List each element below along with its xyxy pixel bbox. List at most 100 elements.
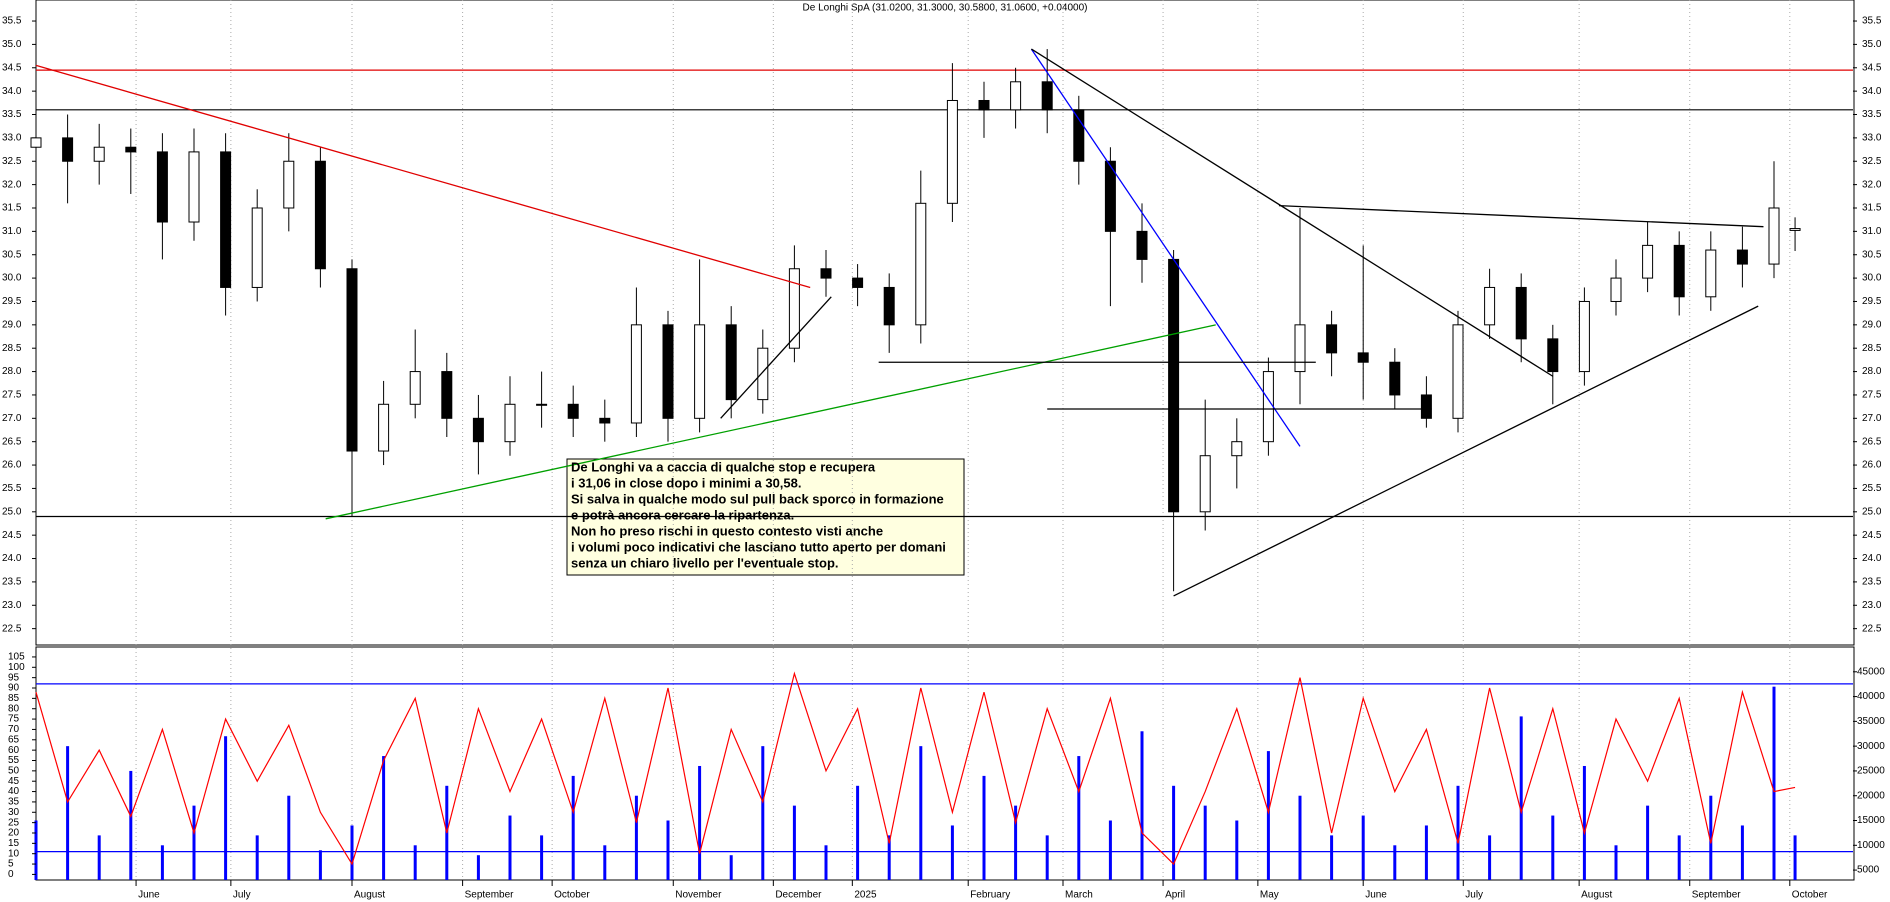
y-tick-label: 28.5 <box>1862 343 1882 354</box>
candle-body <box>1736 249 1748 265</box>
candle-body <box>251 207 263 288</box>
y-tick-label: 24.0 <box>1862 553 1882 564</box>
volume-bar <box>255 835 259 880</box>
candle-body <box>1136 230 1148 260</box>
y-tick-label: 27.0 <box>1862 413 1882 424</box>
volume-bar <box>97 835 101 880</box>
volume-bar <box>603 845 607 880</box>
volume-bar <box>1045 835 1049 880</box>
volume-bar <box>666 820 670 880</box>
volume-bar <box>698 765 702 880</box>
volume-bar <box>1614 845 1618 880</box>
y-tick-label: 29.0 <box>2 319 22 330</box>
volume-bar <box>887 835 891 880</box>
candle-body <box>1199 455 1211 513</box>
osc-tick-label: 105 <box>8 652 25 663</box>
volume-bar <box>761 746 765 880</box>
candle-body <box>1420 394 1432 419</box>
osc-tick-label: 50 <box>8 765 20 776</box>
osc-tick-label: 15 <box>8 838 20 849</box>
y-tick-label: 31.0 <box>2 226 22 237</box>
x-tick-label: June <box>1365 890 1387 901</box>
y-tick-label: 30.0 <box>1862 273 1882 284</box>
volume-bar <box>1014 805 1018 880</box>
candle-body <box>630 324 642 424</box>
y-tick-label: 23.5 <box>1862 577 1882 588</box>
y-tick-label: 32.0 <box>1862 179 1882 190</box>
candle-body <box>125 146 137 153</box>
x-tick-label: November <box>675 890 722 901</box>
y-tick-label: 26.5 <box>2 436 22 447</box>
y-tick-label: 28.0 <box>2 366 22 377</box>
x-tick-label: May <box>1260 890 1279 901</box>
candle-body <box>93 146 105 162</box>
volume-bar <box>66 746 70 880</box>
candle-body <box>441 371 453 419</box>
candle-body <box>472 417 484 443</box>
volume-bar <box>950 825 954 880</box>
annotation-line: e potrà ancora cercare la ripartenza. <box>571 508 794 523</box>
x-tick-label: April <box>1165 890 1185 901</box>
osc-tick-label: 35 <box>8 797 20 808</box>
y2-tick-label: 20000 <box>1857 790 1885 801</box>
y-tick-label: 34.5 <box>2 62 22 73</box>
y-tick-label: 33.5 <box>1862 109 1882 120</box>
y-tick-label: 35.5 <box>1862 16 1882 27</box>
candle-body <box>1010 81 1022 111</box>
volume-bar <box>1740 825 1744 880</box>
osc-tick-label: 25 <box>8 817 20 828</box>
candle-body <box>220 151 232 288</box>
volume-bar <box>982 775 986 880</box>
trendline <box>1031 48 1554 377</box>
annotation-line: senza un chiaro livello per l'eventuale … <box>571 556 839 571</box>
y-tick-label: 24.0 <box>2 553 22 564</box>
y-tick-label: 31.0 <box>1862 226 1882 237</box>
annotation-line: i volumi poco indicativi che lasciano tu… <box>571 540 946 555</box>
volume-bar <box>1551 815 1555 880</box>
candle-body <box>978 99 990 111</box>
candle-body <box>1673 244 1685 298</box>
x-tick-label: August <box>1581 890 1612 901</box>
candle-body <box>30 137 42 148</box>
volume-bar <box>1582 765 1586 880</box>
y-tick-label: 32.0 <box>2 179 22 190</box>
volume-bar <box>1456 785 1460 880</box>
y2-tick-label: 35000 <box>1857 716 1885 727</box>
y-tick-label: 35.0 <box>1862 39 1882 50</box>
volume-bar <box>540 835 544 880</box>
candle-body <box>694 324 706 419</box>
y-tick-label: 34.0 <box>1862 86 1882 97</box>
osc-tick-label: 75 <box>8 714 20 725</box>
y-tick-label: 22.5 <box>2 623 22 634</box>
y-tick-label: 31.5 <box>1862 203 1882 214</box>
x-tick-label: October <box>554 890 590 901</box>
osc-tick-label: 40 <box>8 786 20 797</box>
y-tick-label: 24.5 <box>2 530 22 541</box>
y-tick-label: 34.5 <box>1862 62 1882 73</box>
y-tick-label: 23.5 <box>2 577 22 588</box>
oscillator-line <box>35 671 1796 866</box>
candle-body <box>662 324 674 419</box>
volume-bar <box>476 855 480 880</box>
volume-bar <box>919 746 923 880</box>
y-tick-label: 26.5 <box>1862 436 1882 447</box>
x-tick-label: February <box>970 890 1010 901</box>
candle-body <box>725 324 737 401</box>
y2-tick-label: 5000 <box>1857 865 1880 876</box>
candle-body <box>409 371 421 405</box>
candle-body <box>1705 249 1717 298</box>
annotation-line: Si salva in qualche modo sul pull back s… <box>571 492 944 507</box>
volume-bar <box>318 850 322 880</box>
trendline <box>1173 305 1759 597</box>
volume-bar <box>1424 825 1428 880</box>
osc-tick-label: 10 <box>8 848 20 859</box>
candle-body <box>757 347 769 401</box>
candle-body <box>283 160 295 209</box>
candle-body <box>1168 258 1180 513</box>
volume-bar <box>1330 835 1334 880</box>
osc-tick-label: 95 <box>8 672 20 683</box>
candle-body <box>1578 300 1590 373</box>
candle-body <box>1515 286 1527 340</box>
x-tick-label: September <box>465 890 515 901</box>
